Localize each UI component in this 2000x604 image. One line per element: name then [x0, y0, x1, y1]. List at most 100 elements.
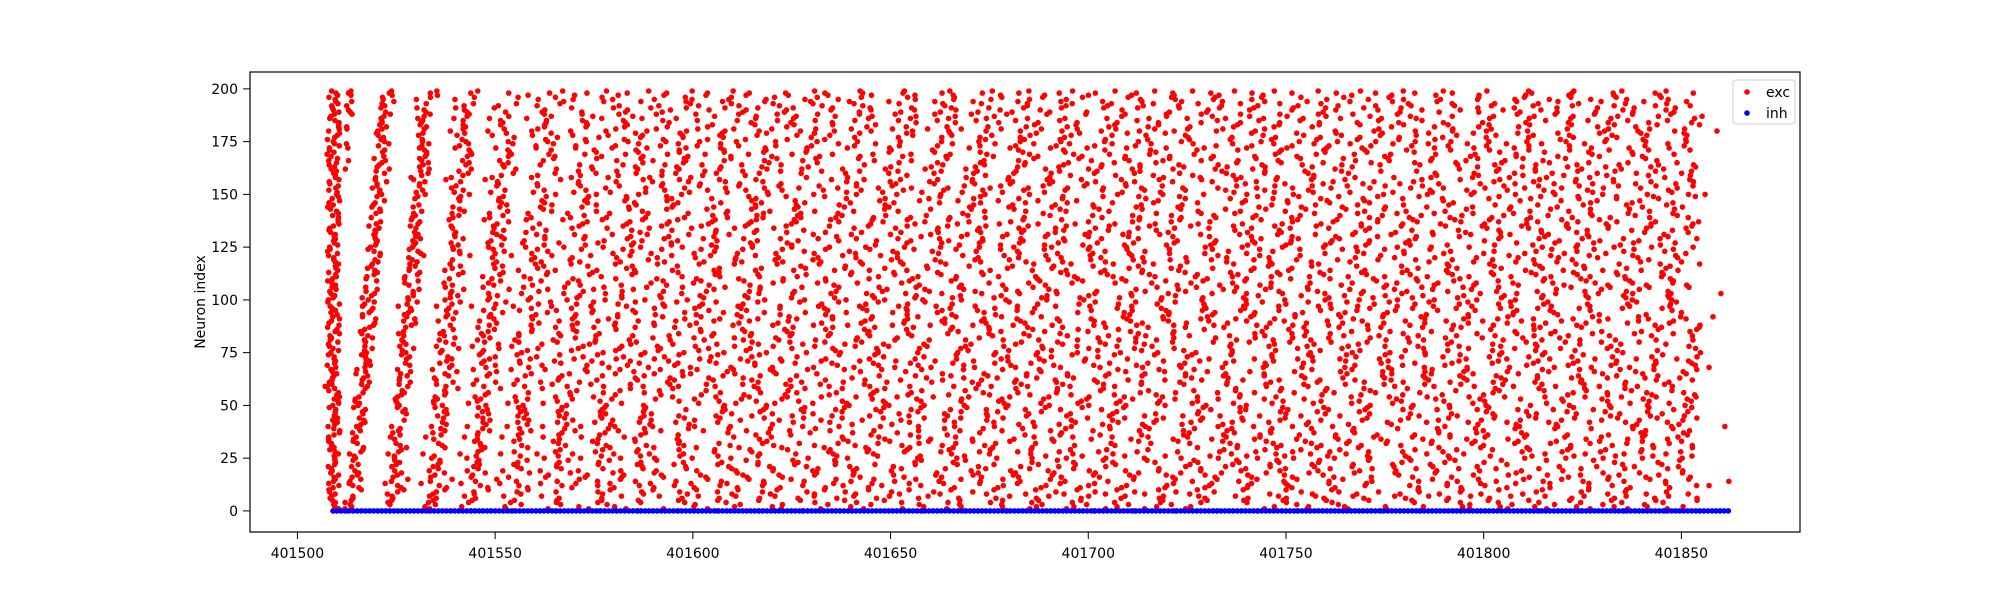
spike-point: [1539, 366, 1546, 373]
spike-point: [1556, 463, 1563, 470]
spike-point: [1442, 223, 1449, 229]
spike-point: [1000, 337, 1007, 343]
spike-point: [890, 248, 896, 255]
spike-point: [944, 432, 951, 438]
spike-point: [1420, 345, 1427, 352]
spike-point: [947, 214, 953, 221]
spike-point: [698, 313, 704, 320]
spike-point: [1570, 269, 1577, 276]
spike-point: [410, 238, 416, 244]
spike-point: [1031, 434, 1037, 440]
spike-point: [1183, 254, 1189, 261]
spike-point: [443, 176, 449, 183]
spike-point: [1382, 183, 1388, 189]
spike-point: [711, 318, 717, 324]
spike-point: [349, 474, 355, 480]
spike-point: [1630, 240, 1637, 246]
spike-point: [1294, 476, 1300, 483]
spike-point: [499, 309, 506, 316]
spike-point: [326, 162, 332, 168]
spike-point: [1196, 358, 1203, 364]
spike-point: [1293, 436, 1300, 442]
spike-point: [383, 178, 390, 185]
spike-point: [1661, 381, 1668, 388]
spike-point: [415, 248, 421, 255]
spike-point: [1535, 183, 1542, 189]
spike-point: [1006, 257, 1013, 263]
spike-point: [803, 271, 809, 278]
spike-point: [1282, 415, 1288, 421]
spike-point: [770, 343, 777, 350]
spike-point: [520, 284, 527, 291]
spike-point: [702, 168, 708, 174]
spike-point: [1645, 257, 1652, 263]
spike-point: [1575, 358, 1581, 364]
spike-point: [830, 480, 837, 487]
spike-point: [1309, 366, 1315, 373]
spike-point: [1666, 400, 1672, 407]
spike-point: [1338, 168, 1345, 174]
spike-point: [1387, 349, 1393, 356]
spike-point: [1415, 484, 1422, 491]
spike-point: [1220, 432, 1227, 438]
spike-point: [873, 495, 880, 502]
spike-point: [1434, 425, 1441, 432]
spike-point: [1631, 330, 1638, 337]
spike-point: [1268, 280, 1274, 286]
spike-point: [1350, 316, 1357, 322]
spike-point: [1613, 269, 1620, 276]
spike-point: [847, 503, 854, 510]
spike-point: [1308, 263, 1315, 269]
spike-point: [879, 288, 886, 295]
spike-point: [756, 495, 763, 502]
spike-point: [516, 436, 523, 442]
spike-point: [1646, 208, 1653, 215]
spike-point: [737, 501, 743, 508]
spike-point: [432, 501, 439, 508]
spike-point: [892, 364, 898, 371]
spike-point: [965, 347, 971, 354]
spike-point: [614, 311, 621, 318]
spike-point: [1218, 470, 1225, 476]
spike-point: [1160, 493, 1167, 499]
spike-point: [407, 261, 413, 267]
spike-point: [599, 360, 605, 366]
spike-point: [1621, 248, 1627, 255]
spike-point: [588, 164, 595, 170]
spike-point: [1604, 398, 1611, 404]
spike-point: [569, 417, 576, 423]
spike-point: [1320, 181, 1326, 187]
spike-point: [761, 415, 768, 421]
spike-point: [1334, 257, 1341, 263]
spike-point: [1489, 257, 1496, 263]
spike-point: [805, 164, 811, 170]
spike-point: [1212, 335, 1219, 341]
spike-point: [632, 375, 639, 381]
spike-point: [1694, 354, 1700, 360]
spike-point: [703, 387, 709, 394]
spike-point: [612, 392, 619, 398]
spike-point: [1560, 468, 1566, 474]
spike-point: [881, 404, 887, 411]
spike-point: [1609, 442, 1616, 449]
spike-point: [723, 499, 729, 506]
spike-point: [1034, 349, 1041, 356]
spike-point: [1622, 379, 1629, 385]
spike-point: [1131, 345, 1138, 352]
spike-point: [889, 322, 896, 329]
spike-point: [1251, 265, 1257, 272]
spike-point: [1470, 370, 1476, 377]
spike-point: [1513, 290, 1520, 297]
spike-point: [1243, 318, 1250, 324]
spike-point: [554, 419, 561, 426]
spike-point: [1290, 322, 1296, 329]
spike-point: [1598, 286, 1605, 293]
spike-point: [631, 200, 638, 206]
spike-point: [1495, 219, 1502, 225]
spike-point: [460, 269, 466, 276]
spike-point: [799, 341, 806, 348]
spike-point: [1115, 366, 1121, 373]
spike-point: [1587, 206, 1594, 212]
spike-point: [818, 259, 824, 265]
spike-point: [1052, 225, 1059, 231]
